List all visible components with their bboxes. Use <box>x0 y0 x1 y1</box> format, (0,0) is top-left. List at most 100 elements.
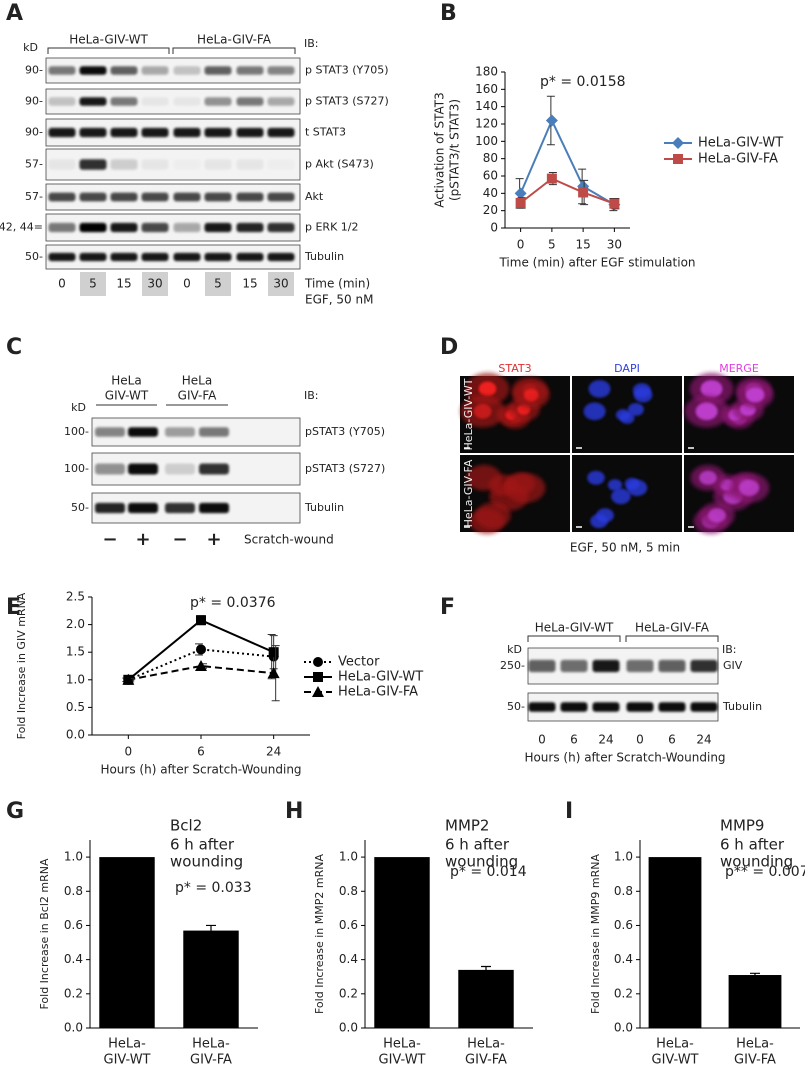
ib-name: Tubulin <box>304 250 344 263</box>
lane-highlight <box>80 272 106 296</box>
x-tick-label: HeLa- <box>383 1037 421 1052</box>
group-bracket <box>172 47 296 54</box>
band <box>48 97 76 106</box>
blot-strip <box>91 452 301 486</box>
lanes-title: Hours (h) after Scratch-Wounding <box>524 751 725 765</box>
y-tick-label: 0 <box>490 221 498 235</box>
y-tick-label: 1.0 <box>66 672 85 686</box>
chart-subtitle: wounding <box>170 853 243 871</box>
kd-unit: kD <box>71 401 86 414</box>
y-tick-label: 0.8 <box>339 884 358 898</box>
x-tick-label: GIV-WT <box>379 1053 426 1066</box>
x-tick-label: 5 <box>548 238 556 252</box>
row-label: HeLa-GIV-WT <box>462 378 475 450</box>
chart-title: MMP9 <box>720 817 764 835</box>
band <box>48 66 76 75</box>
band <box>79 66 107 75</box>
nucleus <box>708 508 726 523</box>
panel-letter: D <box>440 335 458 360</box>
x-tick-label: 0 <box>517 238 525 252</box>
y-tick-label: 0.5 <box>66 700 85 714</box>
annotation: p* = 0.0376 <box>190 595 276 611</box>
kd-marker: 57- <box>25 190 43 203</box>
annotation: p* = 0.033 <box>175 880 252 896</box>
ib-name: p ERK 1/2 <box>305 221 359 234</box>
band <box>173 66 201 75</box>
band <box>141 66 169 75</box>
y-tick-label: 1.0 <box>614 850 633 864</box>
point <box>268 647 279 658</box>
x-axis-label: Hours (h) after Scratch-Wounding <box>100 763 301 777</box>
kd-marker: 50- <box>71 501 89 514</box>
panel-letter: G <box>6 799 24 824</box>
band <box>110 159 138 170</box>
point <box>122 673 135 685</box>
x-tick-label: 30 <box>607 238 622 252</box>
band <box>110 66 138 75</box>
group-label: GIV-FA <box>178 389 217 403</box>
y-tick-label: 140 <box>475 99 498 113</box>
error-bar <box>750 972 760 977</box>
y-tick-label: 0.0 <box>66 728 85 742</box>
ib-name: p Akt (S473) <box>305 158 374 171</box>
chart-title: Bcl2 <box>170 817 202 835</box>
channel-label: STAT3 <box>498 362 531 375</box>
y-tick-label: 0.6 <box>339 918 358 932</box>
group-label: HeLa-GIV-FA <box>635 621 710 635</box>
panel-letter: I <box>565 799 573 824</box>
y-tick-label: 0.4 <box>339 952 358 966</box>
band <box>110 127 138 138</box>
kd-marker: 42, 44= <box>0 221 43 234</box>
series-line <box>520 177 615 205</box>
group-label: GIV-WT <box>105 389 149 403</box>
lanes-title: Scratch-wound <box>244 533 334 547</box>
ib-name: pSTAT3 (Y705) <box>305 425 385 438</box>
lane-label: 0 <box>538 733 546 747</box>
band <box>79 97 107 106</box>
kd-marker: 50- <box>507 700 525 713</box>
y-tick-label: 0.4 <box>614 952 633 966</box>
point <box>545 114 558 127</box>
nucleus <box>583 402 606 421</box>
lanes-title: EGF, 50 nM <box>305 293 373 307</box>
y-tick-label: 0.0 <box>339 1021 358 1035</box>
panel-letter: C <box>6 335 22 360</box>
legend-label: HeLa-GIV-WT <box>698 136 783 151</box>
band <box>199 427 229 437</box>
lane-label: 0 <box>183 277 191 291</box>
group-bracket <box>47 47 170 54</box>
y-tick-label: 1.0 <box>339 850 358 864</box>
band <box>48 222 76 233</box>
kd-marker: 90- <box>25 126 43 139</box>
lane-label: 15 <box>242 277 257 291</box>
group-label: HeLa-GIV-WT <box>69 33 148 47</box>
ib-name: Tubulin <box>722 700 762 713</box>
chart-subtitle: wounding <box>445 853 518 871</box>
chart-subtitle: 6 h after <box>170 836 235 854</box>
x-tick-label: 0 <box>125 745 133 759</box>
band <box>141 97 169 106</box>
bar <box>99 857 155 1028</box>
band <box>204 252 232 262</box>
y-tick-label: 0.2 <box>64 986 83 1000</box>
band <box>528 659 556 673</box>
nucleus <box>700 380 723 398</box>
kd-marker: 90- <box>25 64 43 77</box>
band <box>128 502 158 514</box>
y-tick-label: 2.0 <box>66 617 85 631</box>
nucleus <box>587 470 605 485</box>
band <box>236 66 264 75</box>
y-tick-label: 20 <box>483 203 498 217</box>
band <box>79 127 107 138</box>
y-tick-label: 0.4 <box>64 952 83 966</box>
group-label: HeLa <box>182 374 212 388</box>
band <box>48 192 76 202</box>
ib-label: IB: <box>304 37 319 50</box>
ib-name: Akt <box>305 190 324 203</box>
band <box>199 463 229 475</box>
x-axis-label: Time (min) after EGF stimulation <box>498 256 695 270</box>
lane-label: 6 <box>668 733 676 747</box>
legend-marker <box>673 154 683 164</box>
band <box>48 159 76 170</box>
